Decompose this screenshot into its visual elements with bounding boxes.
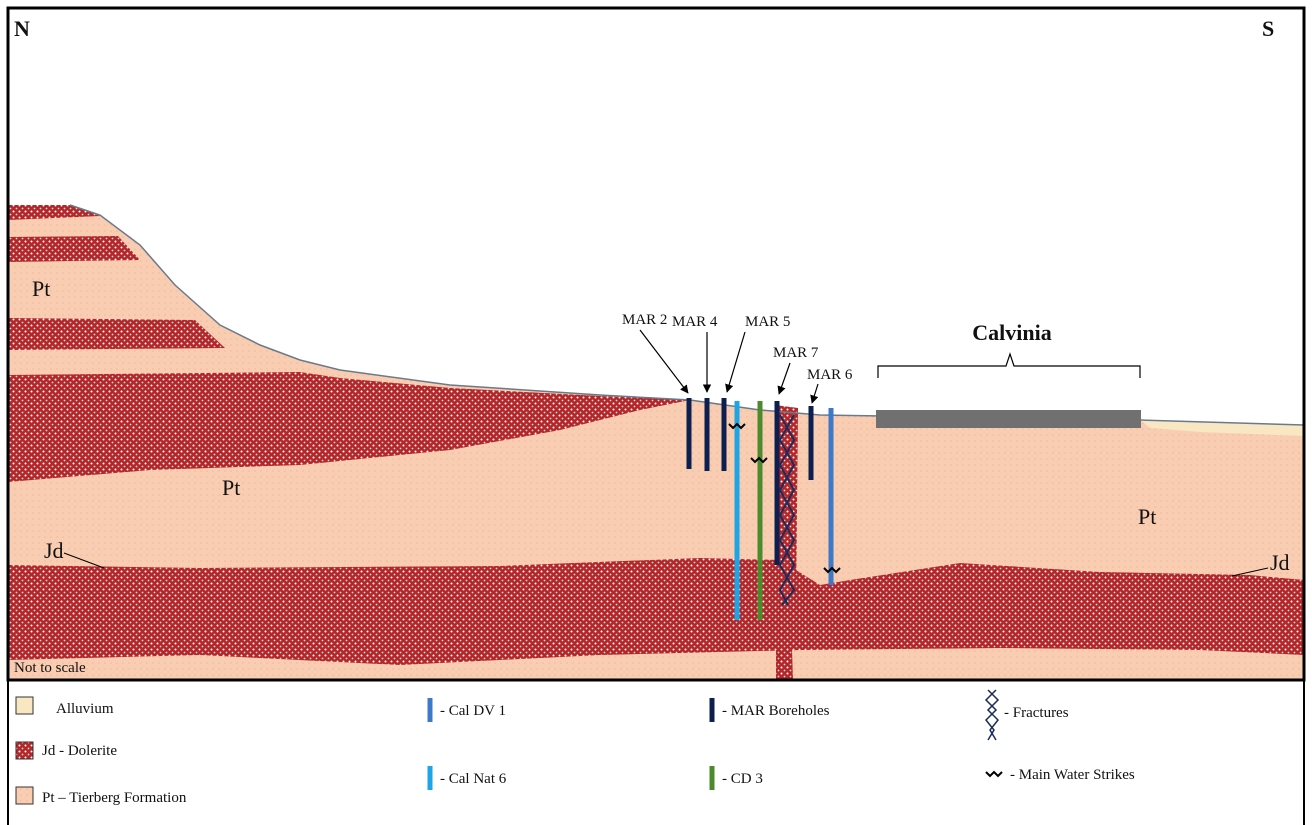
legend-label: Alluvium	[56, 701, 114, 717]
dolerite-label: Jd	[44, 538, 64, 563]
legend-swatch	[16, 697, 33, 714]
town-label: Calvinia	[972, 320, 1051, 345]
dolerite-plug	[776, 650, 793, 680]
legend-label: - CD 3	[722, 771, 763, 787]
borehole-label: MAR 6	[807, 367, 853, 383]
cross-section: Calvinia MAR 2 MAR 4 MAR 5 MAR 7 MAR 6 P…	[0, 0, 1312, 825]
dolerite-label: Jd	[1270, 550, 1290, 575]
legend-swatch	[986, 772, 1002, 776]
north-label: N	[14, 16, 30, 41]
formation-label: Pt	[222, 475, 240, 500]
scale-note: Not to scale	[14, 660, 86, 676]
south-label: S	[1262, 16, 1274, 41]
page: {"compass": {"north": "N", "south": "S"}…	[0, 0, 1312, 825]
legend-label: - Main Water Strikes	[1010, 767, 1135, 783]
borehole-label: MAR 7	[773, 345, 819, 361]
dolerite-band	[8, 236, 140, 262]
label-arrow	[812, 384, 818, 403]
town-brace	[878, 354, 1140, 378]
legend-swatch	[16, 787, 33, 804]
legend-label: - Fractures	[1004, 705, 1069, 721]
label-arrow	[727, 332, 745, 392]
legend-label: Pt – Tierberg Formation	[42, 790, 187, 806]
dolerite-band	[8, 318, 225, 350]
legend-label: - Cal Nat 6	[440, 771, 507, 787]
legend-frame	[8, 680, 1304, 825]
legend-label: - MAR Boreholes	[722, 703, 830, 719]
formation-label: Pt	[32, 276, 50, 301]
borehole-label: MAR 5	[745, 314, 790, 330]
legend-label: Jd - Dolerite	[42, 743, 117, 759]
borehole-label: MAR 4	[672, 314, 718, 330]
label-arrow	[640, 330, 688, 393]
label-arrow	[779, 363, 790, 394]
legend-label: - Cal DV 1	[440, 703, 506, 719]
borehole-label: MAR 2	[622, 312, 667, 328]
legend-swatch	[16, 742, 33, 759]
dolerite-band	[8, 558, 1304, 665]
town-area	[876, 410, 1141, 428]
formation-label: Pt	[1138, 504, 1156, 529]
